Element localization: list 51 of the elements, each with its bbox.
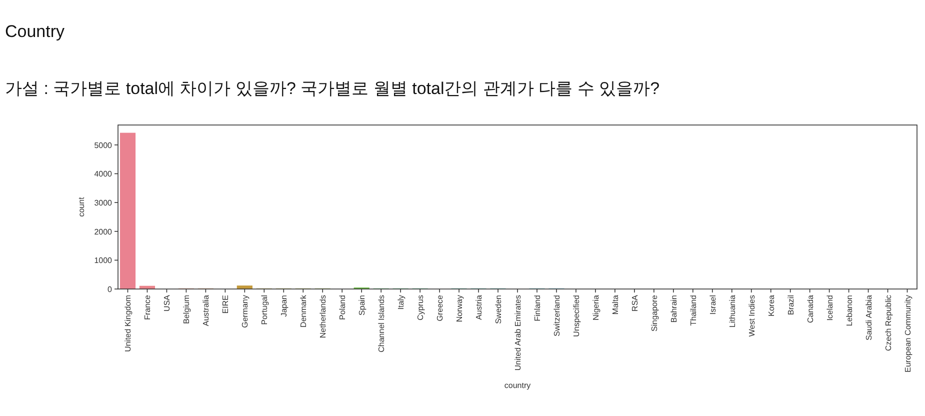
x-tick-label: Singapore [650, 294, 659, 332]
x-tick-label: Belgium [182, 294, 192, 324]
x-tick-label: Japan [280, 295, 289, 317]
x-tick-label: EIRE [221, 295, 230, 314]
x-tick-label: United Kingdom [124, 294, 133, 352]
x-tick-label: Germany [240, 295, 250, 328]
x-tick-label: Czech Republic [884, 295, 893, 352]
x-tick-label: Unspecified [572, 295, 581, 337]
x-axis-title: country [504, 381, 531, 390]
x-tick-label: France [143, 294, 152, 320]
y-axis-title: count [77, 196, 86, 217]
x-tick-label: Saudi Arabia [864, 294, 874, 340]
x-tick-label: Australia [202, 294, 211, 326]
x-tick-label: Austria [474, 294, 484, 320]
x-tick-label: Cyprus [416, 295, 426, 320]
x-tick-label: Iceland [825, 295, 834, 321]
x-tick-label: Netherlands [318, 295, 328, 338]
x-tick-label: Brazil [786, 294, 796, 316]
x-tick-label: USA [162, 294, 172, 312]
x-tick-label: Israel [708, 294, 718, 315]
x-tick-label: RSA [630, 294, 640, 312]
x-tick-label: Nigeria [591, 294, 600, 320]
x-tick-label: Malta [610, 294, 620, 315]
x-tick-label: Portugal [260, 294, 270, 325]
x-tick-label: Norway [455, 295, 464, 322]
x-tick-label: Switzerland [552, 295, 562, 336]
x-tick-label: West Indies [747, 295, 756, 337]
x-tick-label: Bahrain [669, 295, 678, 323]
y-tick-label: 0 [108, 285, 113, 294]
y-tick-label: 4000 [94, 170, 113, 179]
x-tick-label: Korea [766, 294, 776, 316]
x-tick-label: Italy [396, 295, 406, 310]
x-tick-label: Poland [338, 295, 348, 320]
x-tick-label: Canada [806, 294, 815, 324]
x-tick-label: Greece [436, 294, 445, 322]
x-tick-label: Denmark [299, 294, 308, 328]
x-tick-label: Lebanon [844, 295, 854, 326]
y-tick-label: 3000 [94, 198, 113, 208]
chart-subtitle: 가설 : 국가별로 total에 차이가 있을까? 국가별로 월별 total간의 관계가 다를 수 있을까? [5, 79, 660, 98]
x-tick-label: Lithuania [728, 294, 737, 328]
x-tick-label: United Arab Emirates [514, 295, 522, 371]
x-tick-label: Thailand [688, 295, 698, 326]
x-tick-label: Sweden [494, 295, 504, 324]
x-tick-label: Finland [532, 295, 542, 322]
x-tick-label: Channel Islands [377, 295, 386, 352]
x-tick-label: European Community [903, 295, 912, 372]
x-tick-label: Spain [358, 295, 367, 316]
y-tick-label: 1000 [94, 256, 113, 266]
y-tick-label: 2000 [94, 227, 113, 236]
chart-title: Country [5, 22, 66, 41]
y-tick-label: 5000 [94, 140, 113, 150]
